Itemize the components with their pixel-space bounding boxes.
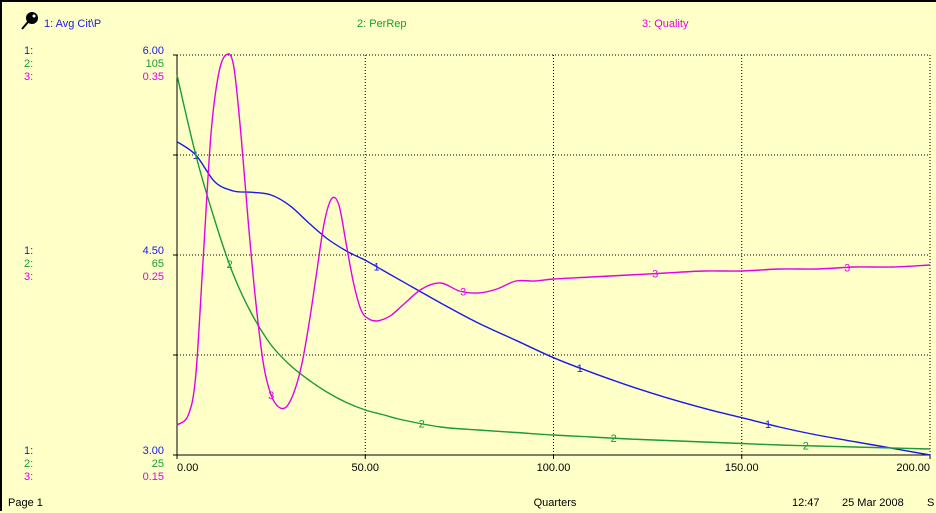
pin-icon[interactable]	[21, 12, 38, 30]
series-line-1	[176, 141, 931, 456]
series-1-marker: 1	[577, 363, 583, 375]
legend-series-3: 3: Quality	[642, 18, 689, 30]
page-label: Page 1	[8, 497, 43, 509]
footer-time: 12:47	[792, 497, 820, 509]
y-tick-label: 3.00	[143, 445, 164, 457]
series-2-marker: 2	[803, 441, 809, 453]
y-tick-label: 6.00	[143, 45, 164, 57]
y-axis-prefix: 2:	[24, 458, 33, 470]
legend-series-1: 1: Avg Cit\P	[44, 18, 101, 30]
y-tick-label: 65	[152, 258, 164, 270]
y-tick-label: 4.50	[143, 245, 164, 257]
x-tick-label: 150.00	[725, 462, 759, 474]
series-1-marker: 1	[373, 262, 379, 274]
y-axis-prefix: 2:	[24, 58, 33, 70]
y-axis-prefix: 1:	[24, 245, 33, 257]
legend-series-2: 2: PerRep	[357, 18, 407, 30]
footer-date: 25 Mar 2008	[842, 497, 904, 509]
x-tick-label: 100.00	[537, 462, 571, 474]
y-axis-prefix: 3:	[24, 471, 33, 483]
series-line-2	[176, 74, 931, 450]
y-axis-prefix: 1:	[24, 445, 33, 457]
series-3-marker: 3	[268, 390, 274, 402]
x-tick-label: 50.00	[351, 462, 379, 474]
x-tick-label: 200.00	[896, 462, 930, 474]
grid	[177, 54, 931, 455]
footer-trailing-text: S	[927, 497, 934, 509]
x-axis-title: Quarters	[534, 497, 577, 509]
chart-footer: Page 1 Quarters 12:47 25 Mar 2008 S	[8, 497, 934, 509]
series-2-marker: 2	[611, 433, 617, 445]
axes	[173, 54, 931, 459]
y-tick-label: 0.25	[143, 271, 164, 283]
y-tick-label: 105	[146, 58, 164, 70]
series-2-marker: 2	[419, 419, 425, 431]
y-tick-label: 25	[152, 458, 164, 470]
series-2-marker: 2	[227, 259, 233, 271]
y-axis-prefix: 1:	[24, 45, 33, 57]
series-3-marker: 3	[460, 286, 466, 298]
series-line-3	[176, 53, 931, 426]
y-axis-prefix: 2:	[24, 258, 33, 270]
y-axis-prefix: 3:	[24, 271, 33, 283]
series-3-marker: 3	[844, 262, 850, 274]
y-axis-prefix: 3:	[24, 71, 33, 83]
y-tick-label: 0.35	[143, 71, 164, 83]
x-axis-labels: 0.00 50.00 100.00 150.00 200.00	[177, 462, 930, 474]
series-3-marker: 3	[652, 269, 658, 281]
y-tick-label: 0.15	[143, 471, 164, 483]
series-1-marker: 1	[765, 419, 771, 431]
chart-header: 1: Avg Cit\P 2: PerRep 3: Quality	[21, 12, 689, 30]
x-tick-label: 0.00	[177, 462, 198, 474]
